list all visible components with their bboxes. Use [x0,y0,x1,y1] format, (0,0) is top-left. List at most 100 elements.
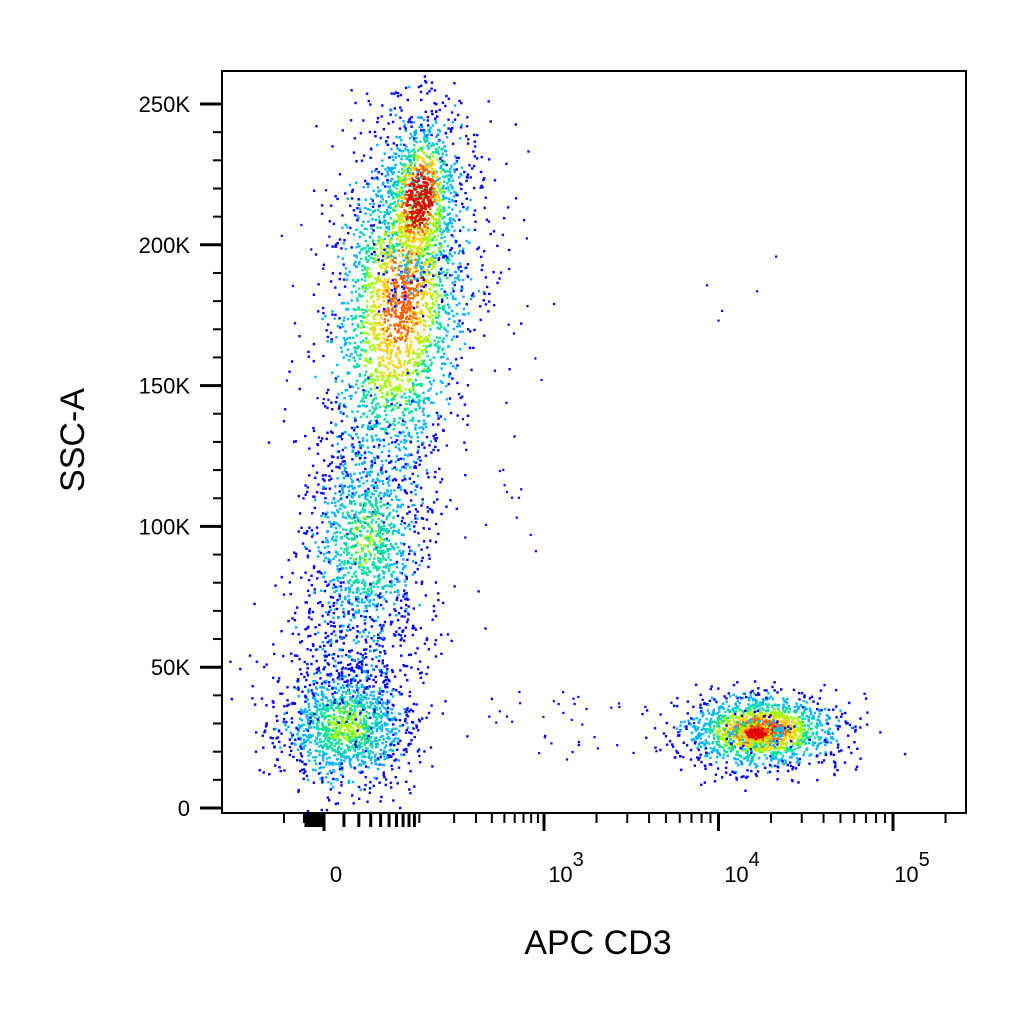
data-point [412,185,416,188]
data-point [447,256,450,259]
data-point [463,266,467,270]
data-point [317,601,320,605]
data-point [405,597,408,600]
data-point [353,493,356,496]
data-point [365,439,369,442]
data-point [406,171,409,174]
data-point [401,418,405,421]
data-point [385,230,388,233]
data-point [391,309,394,312]
data-point [387,278,390,281]
data-point [403,522,406,525]
data-point [416,483,419,487]
data-point [447,127,450,130]
data-point [371,697,375,701]
data-point [386,302,389,305]
data-point [406,618,410,621]
data-point [324,680,327,684]
data-point [305,601,308,604]
data-point [341,432,344,435]
data-point [382,395,385,399]
data-point [403,214,406,217]
data-point [408,189,411,192]
data-point [379,529,382,532]
data-point [457,252,461,255]
data-point [321,437,324,440]
data-point [425,81,428,84]
data-point [442,308,445,312]
data-point [321,756,325,760]
data-point [330,204,333,207]
data-point [423,133,427,137]
data-point [399,485,402,489]
data-point [458,302,461,305]
data-point [426,115,430,119]
data-point [412,220,415,224]
data-point [351,410,354,413]
data-point [466,116,469,119]
data-point [409,267,413,271]
data-point [369,213,372,216]
data-point [378,333,382,336]
data-point [413,168,416,171]
data-point [359,752,362,755]
data-point [406,216,409,219]
data-point [325,437,328,441]
data-point [336,733,340,736]
data-point [376,255,380,258]
data-point [421,360,425,364]
data-point [416,203,419,206]
data-point [370,224,373,227]
data-point [462,226,465,229]
data-point [407,433,410,437]
data-point [327,610,331,614]
data-point [410,213,414,216]
data-point [303,738,306,741]
data-point [440,232,443,236]
data-point [405,245,408,248]
data-point [365,604,369,608]
data-point [344,247,348,251]
data-point [424,272,427,275]
data-point [460,166,464,169]
data-point [358,260,361,264]
data-point [427,553,431,557]
data-point [366,446,370,449]
data-point [386,350,389,353]
data-point [390,360,394,363]
data-point [370,170,374,173]
data-point [377,310,381,313]
data-point [401,182,405,185]
data-point [414,168,417,171]
data-point [404,447,407,450]
data-point [374,604,377,607]
data-point [452,297,455,300]
data-point [400,379,404,382]
data-point [321,728,325,732]
data-point [429,358,432,362]
data-point [424,348,428,352]
data-point [404,271,407,274]
data-point [316,555,320,558]
data-point [334,526,338,530]
data-point [351,279,355,282]
data-point [425,518,429,521]
data-point [305,740,308,744]
data-point [442,141,445,144]
data-point [434,581,438,584]
data-point [466,142,470,145]
data-point [422,340,425,343]
data-point [355,527,359,531]
data-point [308,607,312,611]
data-point [374,176,377,180]
data-point [438,336,442,339]
data-point [336,599,339,602]
data-point [401,241,405,245]
data-point [449,219,452,222]
data-point [359,530,362,533]
data-point [388,240,391,244]
data-point [361,264,365,267]
data-point [380,526,383,529]
data-point [358,373,361,376]
data-point [258,769,261,772]
